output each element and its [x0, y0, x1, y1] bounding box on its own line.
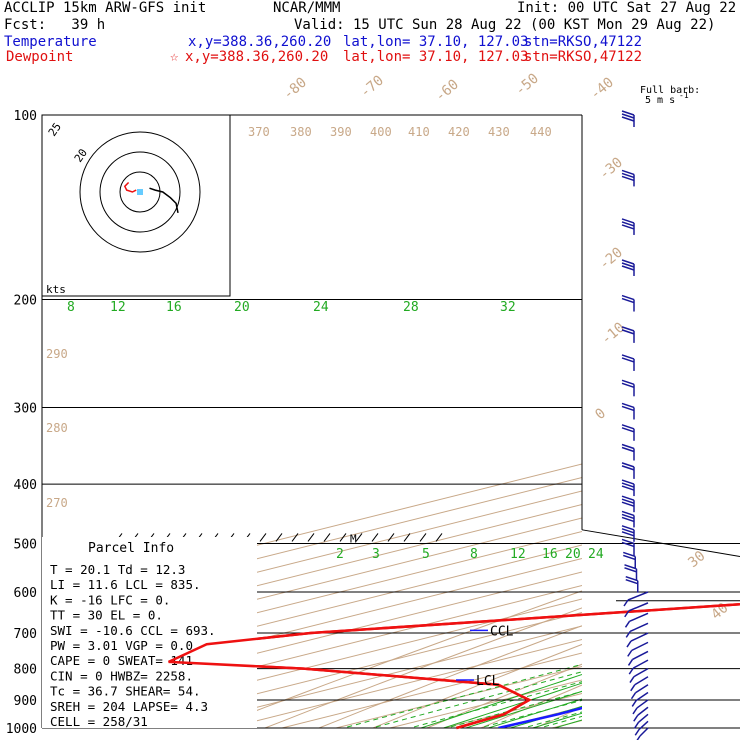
- parcel-info-row: LI = 11.6 LCL = 835.: [50, 577, 201, 592]
- level-marker-label: CCL: [490, 624, 514, 639]
- storm-motion-marker: [137, 189, 143, 195]
- pressure-tick-label: 100: [14, 109, 37, 124]
- moist-adiabat-label: 12: [110, 300, 126, 315]
- pressure-tick-label: 700: [14, 627, 37, 642]
- mixing-ratio-label: 3: [372, 547, 380, 562]
- theta-label: 380: [290, 125, 312, 139]
- parcel-info-row: PW = 3.01 VGP = 0.0: [50, 638, 193, 653]
- level-marker-label: LCL: [476, 674, 500, 689]
- parcel-info-row: SWI = -10.6 CCL = 693.: [50, 623, 216, 638]
- temperature-station: stn=RKSO,47122: [524, 34, 642, 50]
- theta-label: 400: [370, 125, 392, 139]
- temperature-xy: x,y=388.36,260.20: [188, 34, 331, 50]
- dewpoint-station: stn=RKSO,47122: [524, 49, 642, 65]
- mixing-ratio-label: 8: [470, 547, 478, 562]
- moist-adiabat-label: 16: [166, 300, 182, 315]
- dewpoint-xy: x,y=388.36,260.20: [185, 49, 328, 65]
- mixing-ratio-label: 5: [422, 547, 430, 562]
- hodograph-frame: [42, 115, 230, 296]
- pressure-tick-label: 800: [14, 663, 37, 678]
- theta-label: 290: [46, 347, 68, 361]
- mixing-ratio-label: 12: [510, 547, 526, 562]
- parcel-info-row: K = -16 LFC = 0.: [50, 592, 170, 607]
- temperature-legend: Temperature: [4, 34, 97, 50]
- mixing-ratio-label: 2: [336, 547, 344, 562]
- pressure-tick-label: 1000: [6, 722, 37, 737]
- forecast-hour: Fcst: 39 h: [4, 17, 105, 33]
- moist-adiabat-label: 32: [500, 300, 516, 315]
- moist-adiabat-label: 24: [313, 300, 329, 315]
- theta-label: 430: [488, 125, 510, 139]
- theta-label: 420: [448, 125, 470, 139]
- org-title: NCAR/MMM: [273, 0, 340, 16]
- parcel-info-row: T = 20.1 Td = 12.3: [50, 562, 185, 577]
- pressure-tick-label: 400: [14, 478, 37, 493]
- pressure-tick-label: 200: [14, 294, 37, 309]
- pressure-tick-label: 900: [14, 694, 37, 709]
- mixing-ratio-label: 20: [565, 547, 581, 562]
- pressure-tick-label: 500: [14, 537, 37, 552]
- dewpoint-latlon: lat,lon= 37.10, 127.03: [343, 49, 528, 65]
- theta-label: 440: [530, 125, 552, 139]
- parcel-info-title: Parcel Info: [88, 541, 174, 556]
- init-time: Init: 00 UTC Sat 27 Aug 22: [517, 0, 736, 16]
- parcel-info-row: SREH = 204 LAPSE= 4.3: [50, 699, 208, 714]
- parcel-info-row: Tc = 36.7 SHEAR= 54.: [50, 684, 201, 699]
- theta-label: 280: [46, 421, 68, 435]
- parcel-info-row: CELL = 258/31: [50, 714, 148, 729]
- moist-adiabat-label: 28: [403, 300, 419, 315]
- theta-label: 390: [330, 125, 352, 139]
- temperature-latlon: lat,lon= 37.10, 127.03: [343, 34, 528, 50]
- mark-500-label: M: [350, 532, 357, 545]
- parcel-info-panel: Parcel Info T = 20.1 Td = 12.3LI = 11.6 L…: [42, 537, 257, 729]
- moist-adiabat-label: 8: [67, 300, 75, 315]
- moist-adiabat-label: 20: [234, 300, 250, 315]
- dewpoint-legend: Dewpoint: [6, 49, 73, 65]
- valid-time: Valid: 15 UTC Sun 28 Aug 22 (00 KST Mon …: [294, 17, 715, 33]
- parcel-info-row: TT = 30 EL = 0.: [50, 608, 163, 623]
- model-title: ACCLIP 15km ARW-GFS init: [4, 0, 206, 16]
- hodograph-units-label: kts: [46, 283, 66, 296]
- pressure-tick-label: 600: [14, 586, 37, 601]
- pressure-tick-label: 300: [14, 401, 37, 416]
- mixing-ratio-label: 16: [542, 547, 558, 562]
- theta-label: 410: [408, 125, 430, 139]
- barb-caption-2: 5 m s: [645, 96, 675, 106]
- barb-caption-sup: -1: [679, 92, 689, 100]
- parcel-info-row: CIN = 0 HWBZ= 2258.: [50, 668, 193, 683]
- theta-label: 270: [46, 496, 68, 510]
- theta-label: 370: [248, 125, 270, 139]
- dewpoint-marker-icon: ☆: [170, 49, 178, 65]
- mixing-ratio-label: 24: [588, 547, 604, 562]
